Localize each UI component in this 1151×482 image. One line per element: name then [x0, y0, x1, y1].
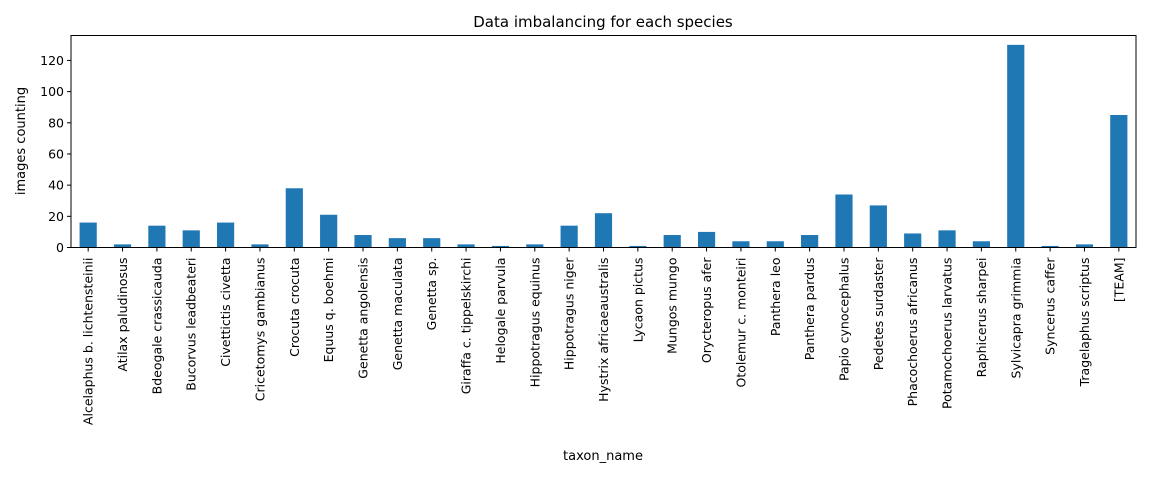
x-tick-label: Alcelaphus b. lichtensteinii	[81, 258, 96, 426]
x-tick-label: Genetta sp.	[424, 258, 439, 331]
x-tick-label: Tragelaphus scriptus	[1077, 258, 1092, 388]
bar	[320, 214, 338, 248]
bar	[457, 244, 475, 248]
bar	[217, 222, 235, 248]
bar	[113, 244, 132, 248]
y-tick-label: 60	[48, 146, 64, 161]
x-tick-label: Sylvicapra grimmia	[1008, 258, 1023, 379]
bar	[904, 233, 922, 248]
x-tick-label: Atilax paludinosus	[115, 258, 130, 372]
x-tick-label: Potamochoerus larvatus	[940, 258, 955, 409]
x-axis: Alcelaphus b. lichtensteinii Atilax palud…	[81, 247, 1126, 426]
x-tick-label: Otolemur c. monteiri	[733, 258, 748, 388]
bar	[148, 225, 166, 248]
x-tick-label: Hystrix africaeaustralis	[596, 258, 611, 402]
bar	[629, 245, 647, 248]
x-tick-label: Panthera leo	[768, 258, 783, 337]
chart-title: Data imbalancing for each species	[473, 13, 733, 31]
bar	[560, 225, 578, 248]
bar	[732, 241, 750, 248]
x-tick-label: Helogale parvula	[493, 258, 508, 364]
bar	[526, 244, 544, 248]
x-tick-label: Pedetes surdaster	[871, 257, 886, 371]
bars-group	[79, 44, 1128, 248]
x-tick-label: Cricetomys gambianus	[252, 258, 267, 402]
bar	[251, 244, 269, 248]
x-tick-label: [TEAM]	[1111, 258, 1126, 303]
x-tick-label: Phacochoerus africanus	[905, 258, 920, 407]
bar	[594, 213, 613, 248]
bar	[491, 245, 510, 248]
bar	[182, 230, 200, 248]
bar	[938, 230, 956, 248]
bar	[697, 231, 716, 248]
y-tick-label: 0	[56, 240, 64, 255]
bar	[1110, 115, 1128, 248]
bar	[79, 222, 97, 248]
bar	[1007, 44, 1025, 248]
y-tick-label: 20	[48, 209, 64, 224]
bar	[1041, 245, 1059, 248]
bar	[423, 238, 441, 248]
bar	[388, 238, 406, 248]
bar	[766, 241, 784, 248]
x-tick-label: Raphicerus sharpei	[974, 258, 989, 378]
x-tick-label: Mungos mungo	[665, 258, 680, 354]
bar	[801, 235, 819, 248]
bar	[285, 188, 303, 248]
y-axis-label: images counting	[14, 87, 29, 195]
x-tick-label: Genetta maculata	[390, 258, 405, 371]
x-tick-label: Hippotragus niger	[562, 257, 577, 370]
bar	[663, 235, 681, 248]
bar	[354, 235, 372, 248]
y-tick-label: 40	[48, 178, 64, 193]
plot-frame	[70, 35, 1137, 248]
x-tick-label: Crocuta crocuta	[287, 258, 302, 357]
x-tick-label: Equus q. boehmi	[321, 258, 336, 363]
x-tick-label: Genetta angolensis	[356, 258, 371, 379]
y-tick-label: 80	[48, 115, 64, 130]
x-tick-label: Bdeogale crassicauda	[149, 258, 164, 395]
bar	[835, 194, 853, 248]
bar	[972, 241, 990, 248]
x-tick-label: Bucorvus leadbeateri	[184, 258, 199, 391]
x-tick-label: Civettictis civetta	[218, 258, 233, 367]
x-tick-label: Panthera pardus	[802, 258, 817, 361]
x-tick-label: Giraffa c. tippelskirchi	[459, 258, 474, 395]
y-tick-label: 100	[40, 84, 64, 99]
x-tick-label: Papio cynocephalus	[836, 258, 851, 382]
bar	[869, 205, 887, 248]
x-axis-label: taxon_name	[563, 449, 643, 464]
x-tick-label: Hippotragus equinus	[527, 258, 542, 388]
y-tick-label: 120	[40, 53, 64, 68]
y-axis: 0 20 40 60 80 100 120	[40, 53, 71, 255]
x-tick-label: Orycteropus afer	[699, 257, 714, 363]
x-tick-label: Syncerus caffer	[1043, 257, 1058, 355]
bar	[1075, 244, 1094, 248]
x-tick-label: Lycaon pictus	[630, 258, 645, 343]
